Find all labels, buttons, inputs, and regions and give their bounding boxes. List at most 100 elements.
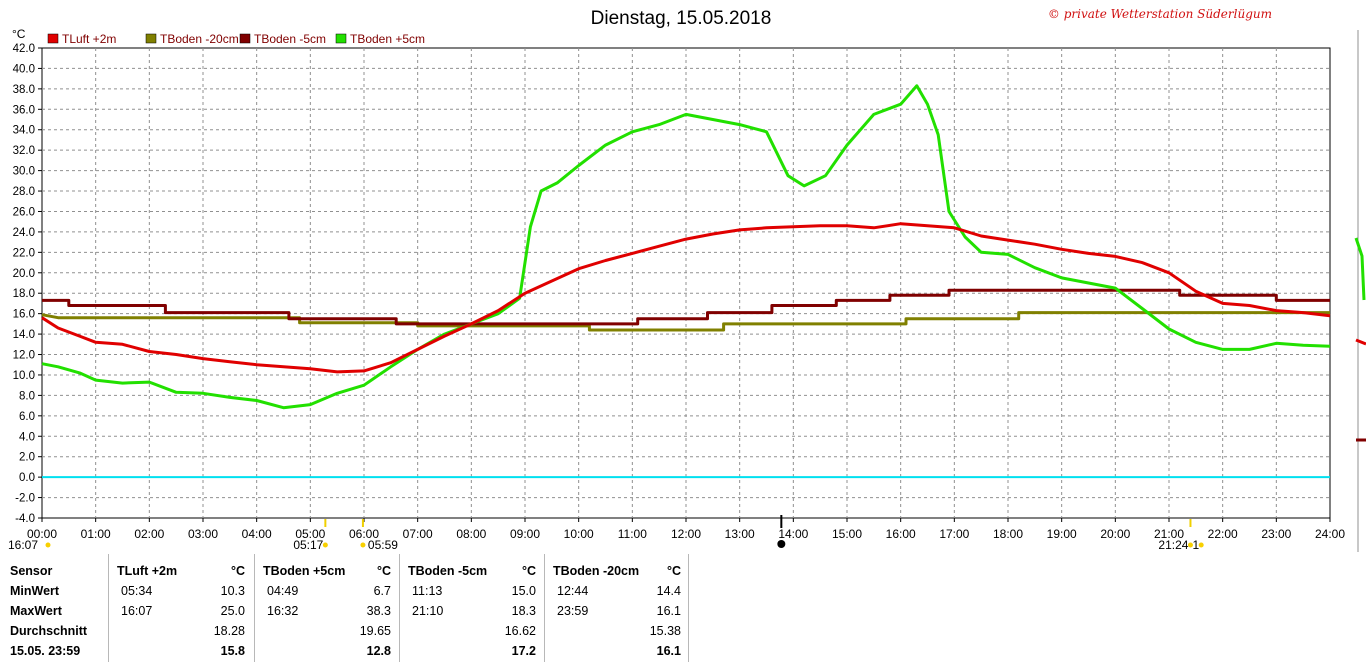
series-line (41, 84, 1331, 410)
sun-icon (1198, 542, 1204, 548)
x-tick-label: 10:00 (564, 527, 594, 541)
x-tick-label: 04:00 (242, 527, 272, 541)
stats-max-time: 21:10 (412, 604, 444, 618)
stats-last-value: 15.8 (220, 644, 245, 658)
y-tick-label: 16.0 (13, 309, 35, 321)
legend-label: TBoden +5cm (350, 32, 425, 46)
sun-events: 16:07 05:17 05:59 21:24 1 (8, 519, 1204, 552)
y-tick-label: 20.0 (13, 268, 35, 280)
y-tick-label: 36.0 (13, 104, 35, 116)
stats-min-value: 6.7 (373, 584, 391, 598)
x-tick-label: 21:00 (1154, 527, 1184, 541)
x-axis-ticks: 00:00 01:00 02:00 03:00 04:00 05:00 06:00 07:00… (27, 515, 1345, 548)
x-tick-label: 19:00 (1047, 527, 1077, 541)
moon-marker (777, 540, 786, 548)
y-tick-label: 34.0 (13, 125, 35, 137)
sun-icon (1187, 542, 1193, 548)
stats-min-value: 10.3 (220, 584, 245, 598)
x-tick-label: 22:00 (1208, 527, 1238, 541)
stats-average: 16.62 (504, 624, 536, 638)
legend-swatch (335, 33, 347, 44)
stats-min-time: 12:44 (557, 584, 589, 598)
x-tick-label: 11:00 (618, 527, 647, 541)
stats-column-name: TBoden +5cm (263, 564, 346, 578)
stats-max-time: 16:07 (121, 604, 153, 618)
stats-last-value: 12.8 (366, 644, 391, 658)
stats-label-column: Sensor MinWert MaxWert Durchschnitt 15.05. 2… (4, 554, 108, 662)
stats-max-time: 23:59 (557, 604, 589, 618)
legend-label: TBoden -20cm (160, 32, 239, 46)
stats-min-time: 11:13 (412, 584, 443, 598)
y-tick-label: -4.0 (15, 513, 35, 525)
y-axis-ticks: 42.0 40.0 38.0 36.0 34.0 32.0 30.0 28.0 26.0 24.0… (13, 43, 42, 525)
sun-event-label: 05:59 (368, 538, 398, 552)
y-tick-label: 14.0 (13, 329, 35, 341)
y-tick-label: 32.0 (13, 145, 35, 157)
sun-event-label: 1 (1193, 538, 1200, 552)
stats-unit: °C (521, 564, 536, 578)
y-tick-label: 18.0 (13, 288, 35, 300)
stats-average: 15.38 (649, 624, 681, 638)
stats-row-label: Durchschnitt (10, 624, 88, 638)
y-tick-label: 12.0 (13, 350, 35, 362)
y-tick-label: 8.0 (19, 390, 35, 402)
x-tick-label: 13:00 (725, 527, 755, 541)
series-line (42, 288, 1330, 326)
sun-event-label: 16:07 (8, 538, 38, 552)
y-tick-label: 26.0 (13, 206, 35, 218)
stats-column: TLuft +2m °C 05:34 10.3 16:07 25.0 18.28 15.8 (108, 554, 253, 662)
stats-unit: °C (230, 564, 245, 578)
x-tick-label: 03:00 (188, 527, 218, 541)
x-tick-label: 20:00 (1100, 527, 1130, 541)
x-tick-label: 18:00 (993, 527, 1023, 541)
x-tick-label: 05:00 (295, 527, 325, 541)
stats-min-time: 04:49 (267, 584, 299, 598)
temperature-chart: Dienstag, 15.05.2018 © private Wettersta… (8, 7, 1366, 552)
legend-label: TBoden -5cm (254, 32, 326, 46)
x-tick-label: 15:00 (832, 527, 862, 541)
y-tick-label: 4.0 (19, 431, 35, 443)
stats-column-name: TLuft +2m (117, 564, 178, 578)
x-tick-label: 07:00 (403, 527, 433, 541)
sun-icon (322, 542, 328, 548)
stats-average: 18.28 (213, 624, 245, 638)
stats-last-value: 16.1 (656, 644, 681, 658)
stats-column: TBoden +5cm °C 04:49 6.7 16:32 38.3 19.65 12.8 (254, 554, 399, 662)
stats-min-value: 15.0 (511, 584, 536, 598)
stats-column: TBoden -20cm °C 12:44 14.4 23:59 16.1 15.38 16.… (544, 554, 689, 662)
x-tick-label: 14:00 (778, 527, 808, 541)
x-tick-label: 06:00 (349, 527, 379, 541)
stats-row-label: MaxWert (10, 604, 62, 618)
sun-event-label: 05:17 (293, 538, 323, 552)
legend-swatch (145, 33, 157, 44)
sun-event-label: 21:24 (1158, 538, 1188, 552)
sun-icon (45, 542, 51, 548)
strip-line (1354, 237, 1366, 301)
y-tick-label: 42.0 (13, 43, 35, 55)
x-tick-label: 00:00 (27, 527, 57, 541)
y-tick-label: 24.0 (13, 227, 35, 239)
y-tick-label: 40.0 (13, 63, 35, 75)
series-line (41, 222, 1331, 374)
stats-right-border (688, 554, 690, 662)
stats-max-time: 16:32 (267, 604, 299, 618)
series-lines (41, 84, 1331, 479)
y-tick-label: 28.0 (13, 186, 35, 198)
strip-line (1355, 338, 1366, 346)
grid (41, 47, 1331, 519)
stats-max-value: 38.3 (366, 604, 391, 618)
stats-max-value: 16.1 (656, 604, 681, 618)
sun-icon (360, 542, 366, 548)
y-tick-label: 30.0 (13, 166, 35, 178)
x-tick-label: 17:00 (939, 527, 969, 541)
stats-min-value: 14.4 (656, 584, 681, 598)
y-tick-label: 10.0 (13, 370, 35, 382)
stats-max-value: 18.3 (511, 604, 536, 618)
legend-swatch (47, 33, 59, 44)
y-tick-label: 2.0 (19, 452, 35, 464)
y-tick-label: 6.0 (19, 411, 35, 423)
legend: TLuft +2m TBoden -20cm TBoden -5cm TBoden +… (47, 32, 425, 46)
right-edge-strip (1354, 30, 1366, 552)
stats-unit: °C (666, 564, 681, 578)
copyright-note: © private Wetterstation Süderlügum (1048, 7, 1272, 21)
